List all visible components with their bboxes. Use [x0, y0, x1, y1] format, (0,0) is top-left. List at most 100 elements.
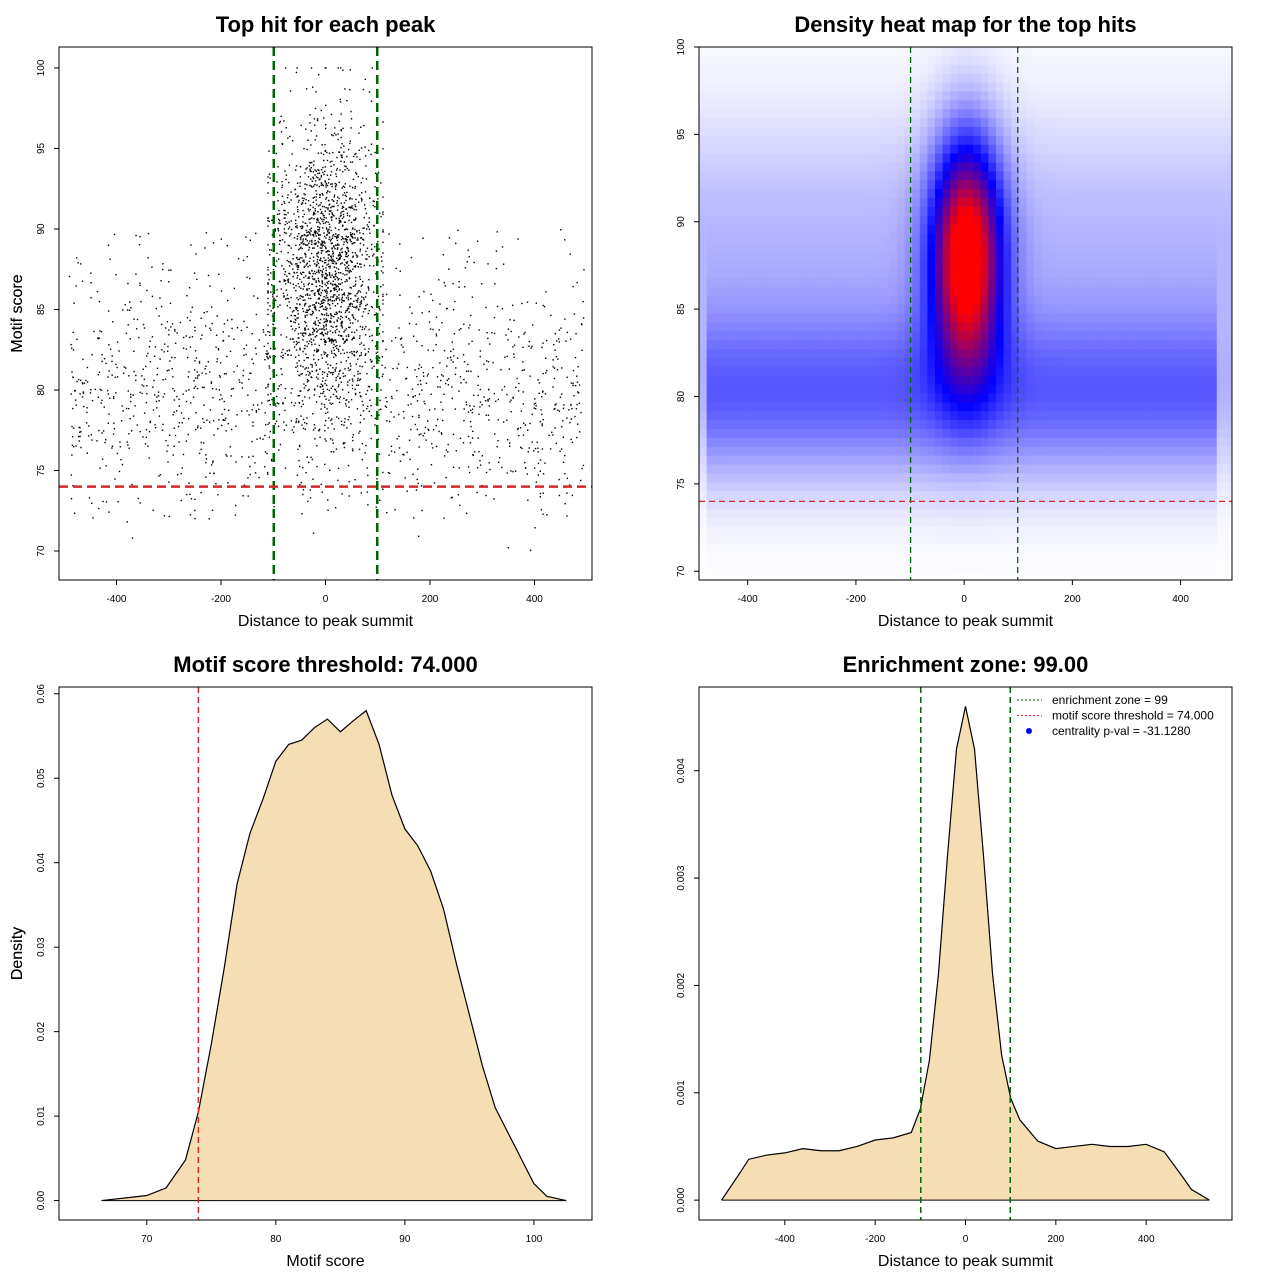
data-point	[335, 313, 337, 316]
data-point	[288, 301, 290, 303]
heatmap-cell	[828, 482, 837, 492]
heatmap-cell	[767, 73, 776, 84]
data-point	[312, 197, 314, 199]
data-point	[310, 252, 313, 255]
data-point	[255, 353, 257, 355]
data-point	[343, 202, 346, 204]
data-point	[371, 67, 374, 69]
data-point	[561, 426, 563, 428]
data-point	[359, 242, 362, 245]
heatmap-cell	[790, 295, 799, 306]
data-point	[363, 298, 365, 301]
heatmap-cell	[721, 242, 731, 252]
heatmap-cell	[706, 508, 715, 519]
data-point	[310, 456, 312, 459]
heatmap-cell	[813, 189, 822, 199]
data-point	[392, 367, 394, 370]
data-point	[338, 219, 341, 221]
heatmap-cell	[896, 491, 906, 501]
data-point	[350, 297, 352, 300]
data-point	[284, 202, 286, 204]
data-point	[360, 414, 362, 416]
heatmap-cell	[790, 562, 799, 572]
heatmap-cell	[820, 269, 830, 279]
data-point	[350, 235, 352, 237]
heatmap-cell	[744, 162, 753, 172]
data-point	[317, 289, 319, 291]
data-point	[366, 247, 369, 249]
heatmap-cell	[737, 313, 746, 323]
heatmap-cell	[729, 118, 738, 128]
heatmap-cell	[851, 393, 860, 403]
data-point	[332, 255, 334, 257]
data-point	[269, 403, 271, 406]
heatmap-cell	[759, 349, 769, 359]
heatmap-cell	[737, 286, 746, 297]
data-point	[304, 234, 306, 236]
data-point	[254, 462, 256, 464]
heatmap-cell	[896, 171, 906, 181]
data-point	[265, 353, 267, 355]
data-point	[294, 263, 297, 265]
data-point	[286, 297, 288, 300]
data-point	[349, 142, 351, 145]
heatmap-cell	[767, 153, 776, 164]
heatmap-cell	[775, 455, 784, 466]
data-point	[332, 367, 334, 369]
data-point	[534, 527, 536, 529]
data-point	[326, 354, 328, 357]
data-point	[539, 470, 542, 472]
data-point	[269, 177, 271, 179]
heatmap-cell	[744, 420, 753, 430]
data-point	[479, 388, 482, 391]
heatmap-cell	[836, 464, 845, 474]
data-point	[349, 69, 352, 71]
heatmap-cell	[866, 553, 875, 563]
data-point	[144, 443, 147, 445]
data-point	[342, 69, 344, 71]
heatmap-cell	[775, 322, 784, 332]
data-point	[359, 421, 361, 424]
data-point	[302, 403, 305, 405]
heatmap-cell	[889, 411, 898, 421]
heatmap-cell	[866, 535, 875, 546]
data-point	[332, 252, 334, 254]
data-point	[167, 461, 169, 463]
data-point	[315, 401, 318, 403]
data-point	[293, 346, 296, 348]
heatmap-cell	[851, 180, 860, 190]
heatmap-cell	[828, 198, 837, 208]
heatmap-cell	[744, 233, 753, 244]
data-point	[338, 197, 340, 200]
data-point	[162, 423, 164, 426]
heatmap-cell	[904, 366, 913, 377]
data-point	[330, 259, 332, 262]
heatmap-cell	[797, 215, 807, 226]
data-point	[126, 441, 129, 443]
heatmap-cell	[874, 446, 883, 457]
data-point	[299, 347, 301, 349]
data-point	[205, 365, 207, 368]
data-point	[483, 396, 485, 398]
heatmap-cell	[866, 526, 875, 537]
heatmap-cell	[843, 162, 852, 172]
data-point	[203, 386, 205, 389]
data-point	[535, 302, 538, 304]
data-point	[267, 220, 269, 222]
heatmap-cell	[828, 135, 837, 146]
data-point	[330, 387, 333, 390]
data-point	[481, 404, 483, 406]
data-point	[420, 366, 423, 368]
heatmap-cell	[820, 428, 830, 439]
data-point	[329, 313, 332, 315]
data-point	[453, 333, 456, 335]
data-point	[570, 382, 573, 384]
heatmap-cell	[828, 153, 837, 164]
heatmap-cell	[828, 322, 837, 332]
data-point	[196, 426, 199, 429]
data-point	[289, 338, 292, 340]
heatmap-cell	[836, 517, 845, 528]
data-point	[284, 223, 286, 226]
heatmap-cell	[805, 384, 814, 395]
heatmap-cell	[714, 153, 723, 164]
